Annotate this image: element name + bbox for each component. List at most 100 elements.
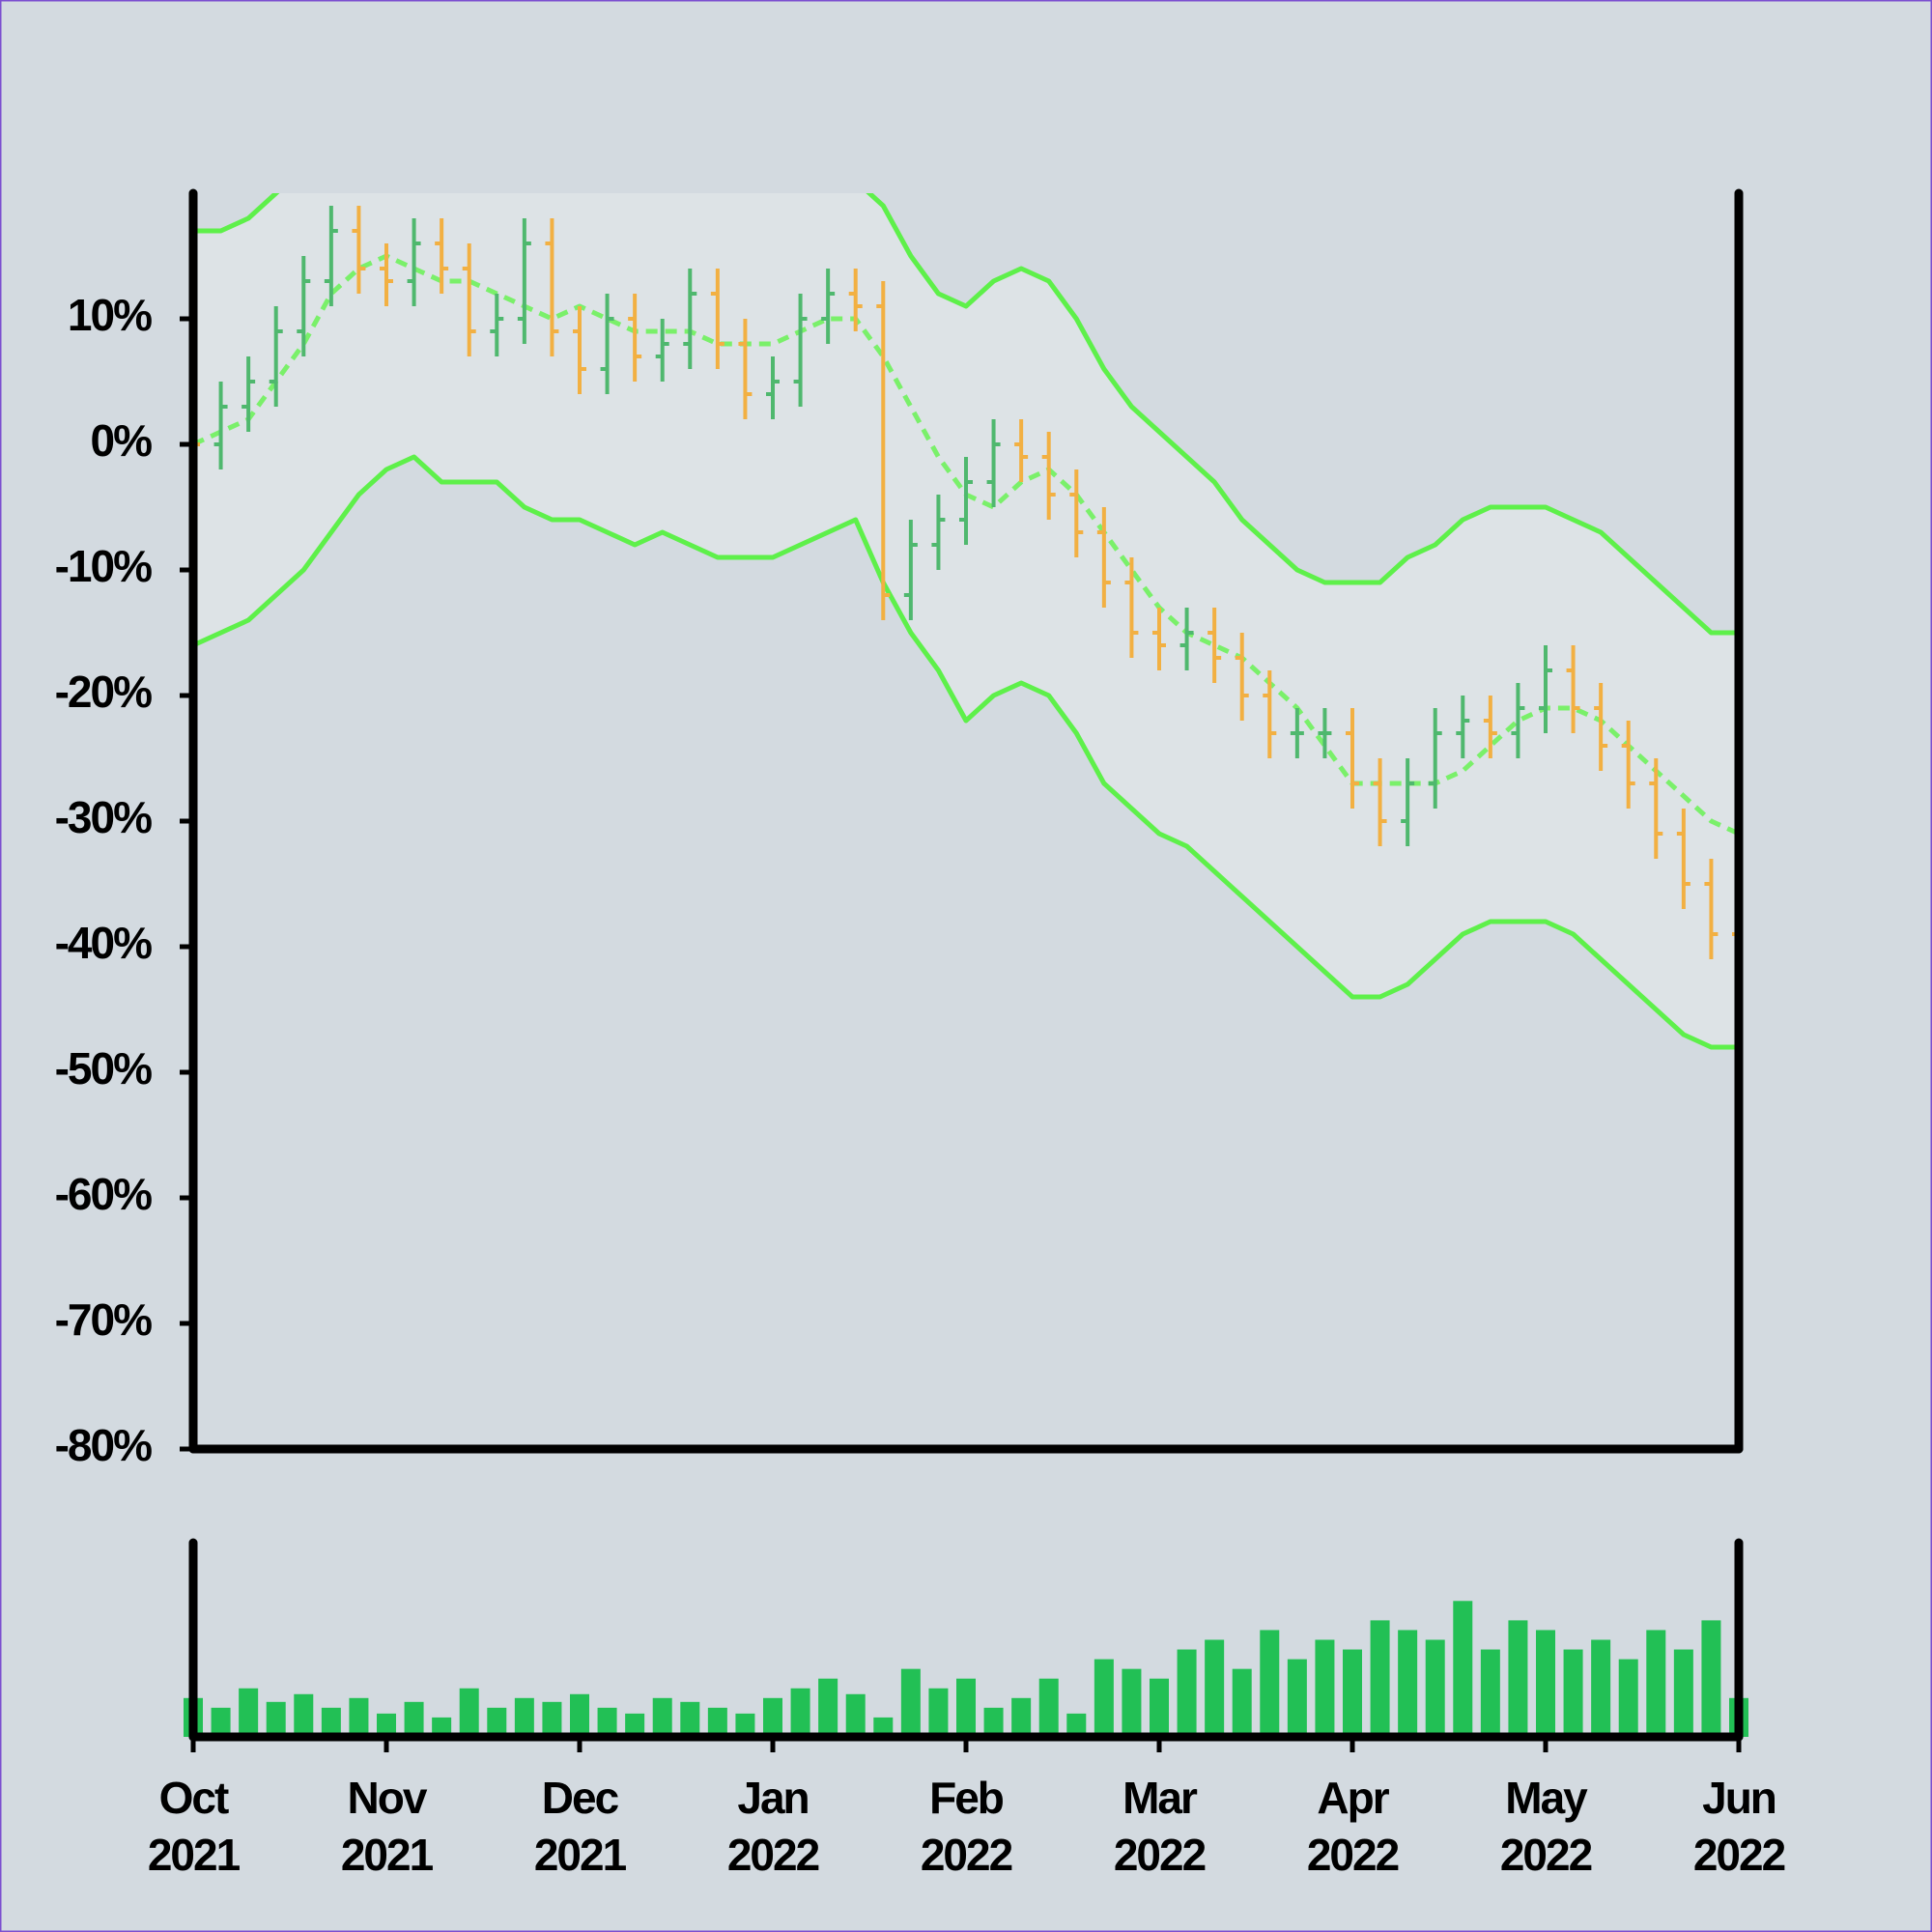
x-tick-label-line: May bbox=[1505, 1773, 1588, 1823]
volume-bar bbox=[983, 1707, 1004, 1737]
ohlc-bar bbox=[269, 306, 283, 407]
ohlc-bar bbox=[517, 218, 531, 344]
ohlc-bar bbox=[1704, 859, 1719, 959]
volume-bar bbox=[1453, 1601, 1473, 1737]
ohlc-bar bbox=[1014, 419, 1029, 482]
volume-bar bbox=[1508, 1620, 1528, 1737]
ohlc-bar bbox=[435, 218, 449, 294]
ohlc-bar bbox=[1290, 708, 1304, 758]
lower-band bbox=[193, 454, 1739, 1050]
ohlc-bar bbox=[738, 319, 753, 419]
x-tick-label-line: 2021 bbox=[534, 1830, 627, 1880]
ohlc-bar bbox=[1096, 507, 1111, 608]
ohlc-bar bbox=[1511, 683, 1525, 758]
ohlc-bar bbox=[1483, 696, 1497, 758]
volume-bar bbox=[763, 1697, 782, 1737]
ohlc-bar bbox=[324, 206, 338, 306]
volume-bar bbox=[1398, 1630, 1418, 1737]
volume-bar bbox=[928, 1688, 949, 1737]
ohlc-bar bbox=[462, 243, 476, 356]
ohlc-bar bbox=[380, 243, 393, 306]
y-tick-label: 0% bbox=[91, 415, 153, 466]
volume-bar bbox=[211, 1707, 231, 1737]
ohlc-bar bbox=[793, 294, 808, 407]
ohlc-bar bbox=[1373, 758, 1387, 846]
ohlc-bar bbox=[352, 206, 366, 294]
x-tick-label-line: 2022 bbox=[1693, 1830, 1785, 1880]
volume-bar bbox=[735, 1713, 755, 1737]
y-tick-label: -70% bbox=[55, 1294, 152, 1345]
volume-bar bbox=[845, 1693, 866, 1737]
ohlc-bar bbox=[1263, 670, 1277, 758]
volume-bar bbox=[542, 1701, 562, 1737]
ohlc-bar bbox=[903, 520, 918, 620]
volume-bar bbox=[818, 1678, 838, 1737]
volume-bar bbox=[459, 1688, 479, 1737]
volume-bar bbox=[625, 1713, 645, 1737]
volume-bar bbox=[1205, 1639, 1225, 1737]
volume-bar bbox=[294, 1693, 314, 1737]
x-tick-label-line: 2022 bbox=[1500, 1830, 1592, 1880]
ohlc-bar bbox=[986, 419, 1001, 507]
volume-bar bbox=[707, 1707, 727, 1737]
x-tick-label: Oct 2021 bbox=[148, 1773, 241, 1880]
ohlc-bar bbox=[821, 269, 836, 344]
volume-bar bbox=[1480, 1649, 1500, 1737]
x-tick-label-line: Apr bbox=[1317, 1773, 1389, 1823]
ohlc-bar bbox=[600, 294, 614, 394]
bars-layer bbox=[193, 206, 1739, 972]
y-tick-label: -20% bbox=[55, 667, 152, 717]
x-tick-label-line: Oct bbox=[159, 1773, 229, 1823]
x-tick-label-line: Jan bbox=[737, 1773, 808, 1823]
volume-bar bbox=[1287, 1659, 1307, 1737]
x-tick-label-line: 2022 bbox=[921, 1830, 1012, 1880]
volume-bar bbox=[404, 1701, 424, 1737]
ohlc-bar bbox=[655, 319, 669, 382]
x-tick-label-line: Feb bbox=[929, 1773, 1004, 1823]
x-tick-label-line: 2021 bbox=[148, 1830, 241, 1880]
y-tick-label: -40% bbox=[55, 918, 152, 968]
axes-layer: -80% -70% -60% -50% -40% -30% -20% -10% 0% 10% Oct… bbox=[55, 188, 1787, 1880]
y-tick-label: -30% bbox=[55, 792, 152, 842]
ohlc-bar bbox=[242, 356, 256, 432]
ohlc-bar bbox=[1539, 645, 1552, 733]
ohlc-bar bbox=[1621, 721, 1635, 809]
ohlc-bar bbox=[1179, 608, 1194, 670]
volume-bar bbox=[377, 1713, 396, 1737]
ohlc-bar bbox=[1594, 683, 1608, 771]
ohlc-bar bbox=[1041, 432, 1056, 520]
volume-bar bbox=[1150, 1678, 1169, 1737]
volume-bar bbox=[1563, 1649, 1583, 1737]
ohlc-bar bbox=[1401, 758, 1415, 846]
volume-bar bbox=[1094, 1659, 1114, 1737]
volume-bar bbox=[1177, 1649, 1197, 1737]
volume-bar bbox=[1646, 1630, 1666, 1737]
ohlc-bar bbox=[931, 495, 946, 570]
volume-bar bbox=[1591, 1639, 1611, 1737]
x-tick-label-line: Dec bbox=[542, 1773, 619, 1823]
ohlc-bar bbox=[1235, 633, 1249, 721]
y-tick-label: 10% bbox=[68, 290, 152, 340]
ohlc-bar bbox=[766, 356, 780, 419]
ohlc-bar bbox=[407, 218, 421, 306]
ohlc-bar bbox=[573, 306, 586, 394]
volume-bar bbox=[1536, 1630, 1555, 1737]
ohlc-bar bbox=[876, 281, 891, 620]
x-tick-label: Apr 2022 bbox=[1307, 1773, 1399, 1880]
y-tick-label: -10% bbox=[55, 541, 152, 591]
x-tick-label-line: Jun bbox=[1702, 1773, 1776, 1823]
volume-bar bbox=[652, 1697, 672, 1737]
x-tick-label-line: 2022 bbox=[1307, 1830, 1399, 1880]
x-tick-label-line: 2022 bbox=[1114, 1830, 1206, 1880]
ohlc-bar bbox=[1456, 696, 1470, 758]
y-tick-label: -50% bbox=[55, 1043, 152, 1094]
y-tick-label: -60% bbox=[55, 1169, 152, 1219]
x-tick-label-line: 2021 bbox=[341, 1830, 434, 1880]
ohlc-bar bbox=[1566, 645, 1580, 733]
volume-bar bbox=[266, 1701, 286, 1737]
ohlc-bar bbox=[1152, 608, 1166, 670]
y-tick-label: -80% bbox=[55, 1420, 152, 1470]
ohlc-bar bbox=[213, 382, 228, 469]
